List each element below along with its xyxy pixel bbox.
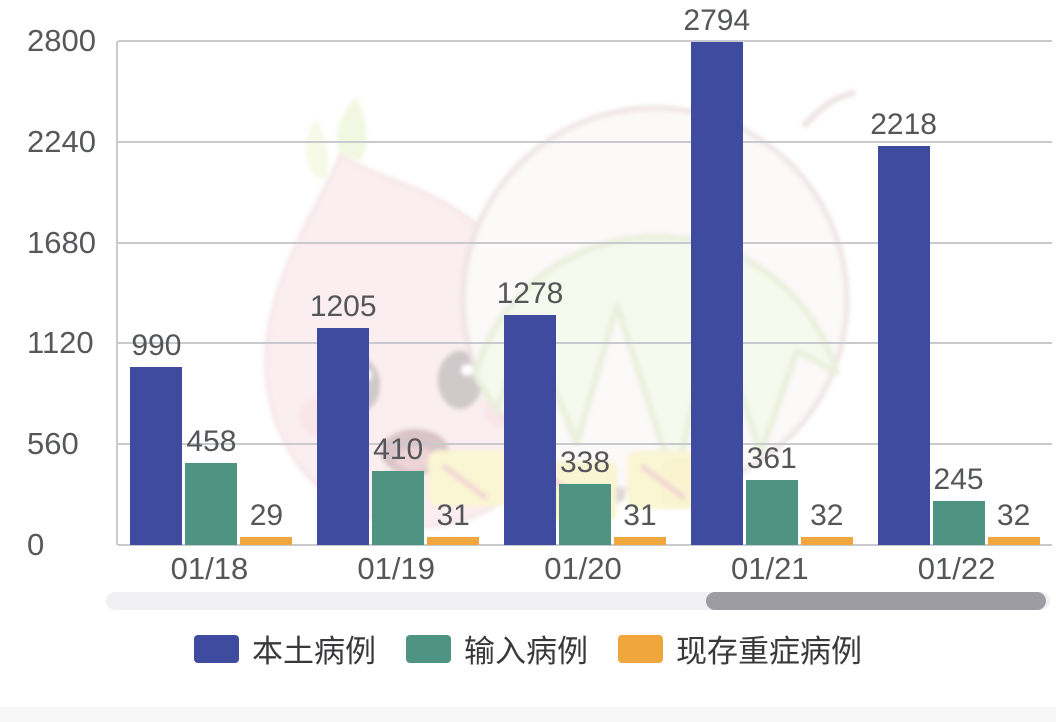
bar-value-label: 1278	[496, 276, 564, 310]
bar-groups: 990 458 29 1205 410 31 1278 338 31 2794 361 32 2218 2…	[118, 4, 1052, 545]
x-axis-label: 01/19	[357, 551, 435, 586]
y-axis-label: 1120	[27, 325, 94, 361]
bar-imported-cases	[185, 462, 238, 545]
legend-item-local-cases[interactable]: 本土病例	[194, 626, 376, 671]
bar-value-label: 245	[933, 462, 984, 496]
bar-local-cases	[690, 42, 743, 545]
bar-wrap-imported-cases: 361	[745, 442, 798, 545]
bar-local-cases	[317, 328, 370, 545]
bar-severe-cases	[987, 537, 1040, 545]
bar-wrap-severe-cases: 31	[613, 499, 666, 545]
gridline	[118, 443, 1052, 446]
legend-swatch-imported-cases	[406, 634, 451, 663]
bar-local-cases	[130, 366, 183, 545]
gridline	[118, 241, 1052, 244]
gridline	[118, 40, 1052, 42]
bar-wrap-imported-cases: 410	[372, 433, 425, 545]
legend-swatch-local-cases	[194, 634, 239, 663]
legend-label: 输入病例	[464, 634, 588, 669]
bar-wrap-local-cases: 2218	[870, 108, 937, 545]
bar-value-label: 2794	[683, 4, 751, 38]
bar-imported-cases	[558, 484, 611, 545]
bar-value-label: 361	[746, 442, 797, 476]
bar-value-label: 990	[131, 328, 182, 362]
bar-value-label: 458	[186, 424, 237, 458]
legend-item-severe-cases[interactable]: 现存重症病例	[618, 626, 862, 671]
bar-group: 2794 361 32	[678, 4, 865, 545]
gridline	[118, 342, 1052, 345]
x-axis-label: 01/21	[731, 551, 809, 586]
bar-wrap-local-cases: 1205	[310, 290, 377, 545]
bar-value-label: 32	[810, 499, 844, 532]
bar-imported-cases	[372, 471, 425, 545]
bar-wrap-imported-cases: 458	[185, 424, 238, 545]
bar-wrap-severe-cases: 32	[987, 499, 1040, 545]
bar-value-label: 29	[249, 499, 284, 532]
bar-severe-cases	[240, 537, 293, 545]
bar-value-label: 410	[373, 433, 424, 467]
bar-local-cases	[503, 314, 556, 545]
bar-value-label: 32	[996, 499, 1031, 532]
y-axis-label: 560	[27, 426, 79, 462]
bar-group: 2218 245 32	[865, 41, 1052, 545]
plot-area: 990 458 29 1205 410 31 1278 338 31 2794 361 32 2218 2…	[116, 4, 1052, 546]
horizontal-scrollbar-thumb[interactable]	[706, 592, 1046, 610]
bar-wrap-imported-cases: 245	[932, 462, 985, 545]
bar-wrap-severe-cases: 32	[800, 499, 853, 545]
bar-severe-cases	[427, 537, 480, 545]
y-axis-label: 1680	[27, 224, 96, 260]
bar-local-cases	[877, 145, 930, 545]
x-axis-label: 01/22	[917, 551, 996, 586]
x-axis-label: 01/20	[544, 551, 622, 586]
bar-severe-cases	[613, 537, 666, 545]
y-axis-label: 2240	[27, 123, 96, 159]
x-axis-label: 01/18	[170, 551, 249, 586]
bar-wrap-local-cases: 1278	[497, 277, 563, 545]
bar-value-label: 1205	[309, 290, 377, 324]
bar-value-label: 31	[436, 499, 470, 532]
bar-group: 1278 338 31	[492, 41, 679, 545]
bar-imported-cases	[932, 500, 985, 545]
legend-item-imported-cases[interactable]: 输入病例	[406, 626, 588, 671]
bar-value-label: 31	[623, 499, 657, 532]
page-bottom-strip	[0, 707, 1056, 722]
x-axis: 01/18 01/19 01/20 01/21 01/22	[116, 551, 1050, 587]
bar-wrap-severe-cases: 31	[427, 499, 480, 545]
bar-wrap-local-cases: 2794	[683, 4, 750, 545]
bar-imported-cases	[745, 480, 798, 545]
bar-wrap-local-cases: 990	[130, 328, 183, 545]
legend-label: 本土病例	[252, 634, 376, 669]
bar-group: 990 458 29	[118, 41, 305, 545]
legend-label: 现存重症病例	[676, 634, 862, 669]
bar-group: 1205 410 31	[305, 41, 492, 545]
bar-wrap-severe-cases: 29	[240, 499, 293, 545]
bar-value-label: 2218	[870, 107, 937, 141]
y-axis-label: 2800	[27, 23, 96, 58]
bar-severe-cases	[800, 537, 853, 545]
chart-legend: 本土病例 输入病例 现存重症病例	[0, 626, 1056, 671]
legend-swatch-severe-cases	[618, 634, 663, 663]
bar-wrap-imported-cases: 338	[558, 446, 611, 545]
gridline	[118, 140, 1052, 143]
y-axis-label: 0	[27, 527, 45, 562]
bar-value-label: 338	[559, 446, 611, 480]
gridline	[118, 544, 1052, 546]
horizontal-scrollbar-track[interactable]	[106, 592, 1050, 610]
